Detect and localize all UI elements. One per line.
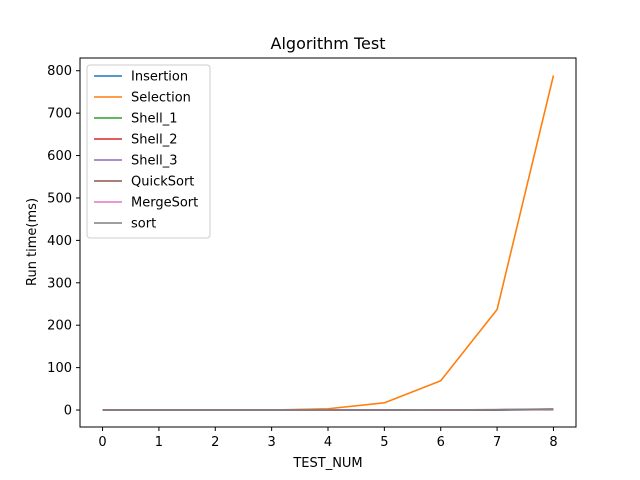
plot-area: [102, 75, 555, 411]
x-axis-label: TEST_NUM: [292, 456, 362, 471]
legend-label-quicksort: QuickSort: [131, 175, 194, 190]
x-tick-label: 8: [549, 435, 557, 450]
legend-items: Insertion Selection Shell_1 Shell_2 Shell_3 Q…: [94, 70, 198, 232]
x-tick-label: 3: [267, 435, 275, 450]
y-tick-label: 600: [47, 149, 72, 164]
legend-label-insertion: Insertion: [131, 70, 188, 85]
x-tick-label: 0: [98, 435, 106, 450]
y-axis-label: Run time(ms): [25, 198, 40, 286]
x-axis: 0 1 2 3 4 5 6 7 8: [98, 427, 558, 450]
legend-label-sort: sort: [131, 217, 156, 232]
legend-label-shell-1: Shell_1: [131, 112, 177, 127]
y-tick-label: 800: [47, 64, 72, 79]
x-tick-label: 7: [493, 435, 501, 450]
x-tick-label: 6: [437, 435, 445, 450]
legend-box: [86, 64, 211, 239]
legend-label-shell-2: Shell_2: [131, 133, 177, 148]
y-tick-label: 300: [47, 276, 72, 291]
y-tick-label: 0: [64, 404, 72, 419]
legend-label-selection: Selection: [131, 91, 191, 106]
legend: Insertion Selection Shell_1 Shell_2 Shell_3 Q…: [86, 64, 211, 239]
legend-label-mergesort: MergeSort: [131, 196, 198, 211]
x-tick-label: 4: [324, 435, 332, 450]
chart-title: Algorithm Test: [271, 34, 386, 53]
x-tick-label: 5: [380, 435, 388, 450]
y-tick-label: 200: [47, 319, 72, 334]
y-axis: 0 100 200 300 400 500 600 700 800: [47, 64, 80, 419]
y-tick-label: 500: [47, 191, 72, 206]
x-tick-label: 1: [155, 435, 163, 450]
series-line-sort: [102, 408, 554, 411]
y-tick-label: 100: [47, 361, 72, 376]
y-tick-label: 700: [47, 107, 72, 122]
x-tick-label: 2: [211, 435, 219, 450]
y-tick-label: 400: [47, 234, 72, 249]
legend-label-shell-3: Shell_3: [131, 154, 177, 169]
